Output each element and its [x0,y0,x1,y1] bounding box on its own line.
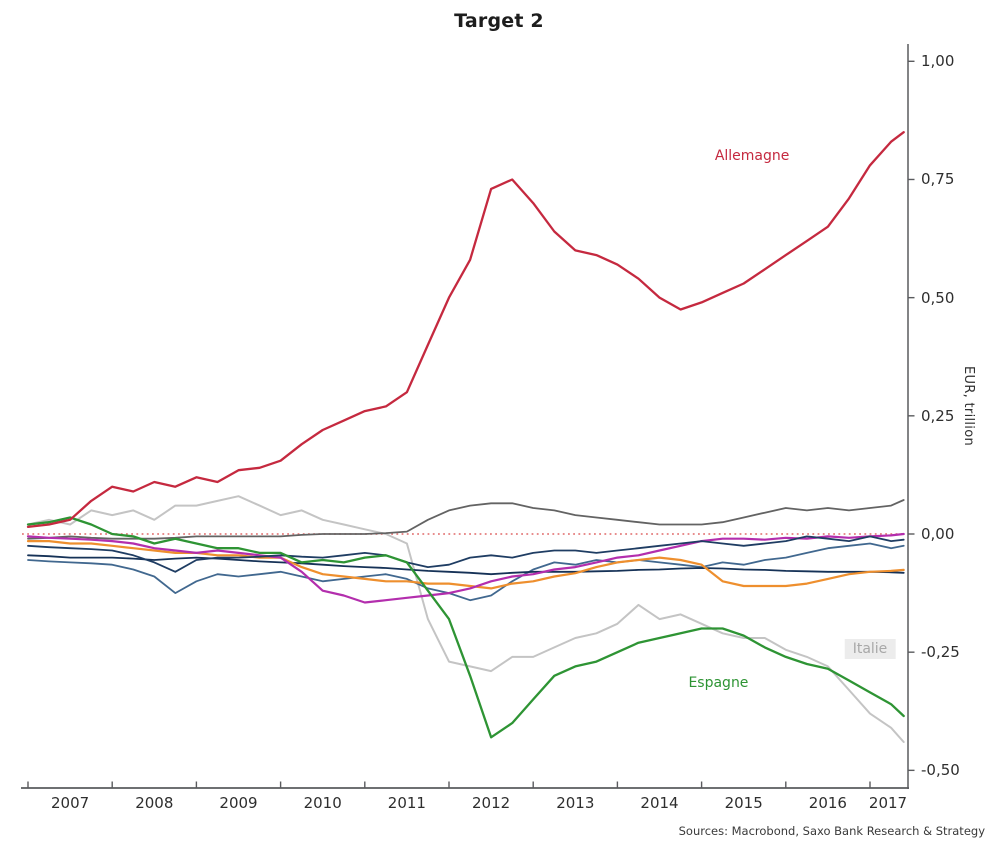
series-label-espagne: Espagne [688,674,749,691]
series-line-unlabeled-navy-high [27,535,905,573]
x-tick-label: 2015 [724,794,763,812]
x-tick-label: 2012 [472,794,511,812]
x-tick-label: 2007 [51,794,90,812]
x-tick-label: 2016 [808,794,847,812]
x-tick-label: 2008 [135,794,174,812]
series-line-italie [27,495,905,743]
series-line-unlabeled-orange [26,539,905,590]
series-label-allemagne: Allemagne [714,147,790,164]
x-tick-label: 2017 [868,794,908,812]
y-tick-label: 0,25 [921,406,955,425]
series-line-espagne [26,516,905,739]
chart-title: Target 2 [454,10,544,32]
series-line-unlabeled-dark-gray [27,499,905,540]
x-tick-label: 2014 [640,794,679,812]
source-note: Sources: Macrobond, Saxo Bank Research &… [678,824,985,838]
y-tick-label: 0,75 [921,170,955,189]
series-line-unlabeled-magenta [26,532,905,604]
y-axis-title: EUR, trillion [961,366,976,447]
x-tick-label: 2013 [556,794,595,812]
series-line-unlabeled-navy-low [27,554,905,576]
series-line-unlabeled-steel-blue [27,542,905,602]
x-tick-label: 2009 [219,794,258,812]
series-line-allemagne [26,131,905,529]
y-tick-label: 0,00 [921,525,955,543]
y-tick-label: 1,00 [921,52,955,71]
y-tick-label: -0,25 [921,643,960,662]
y-tick-label: 0,50 [921,288,955,307]
x-tick-label: 2010 [303,794,342,812]
series-label-italie: Italie [844,638,896,659]
y-tick-label: -0,50 [921,761,960,780]
x-tick-label: 2011 [387,794,426,812]
